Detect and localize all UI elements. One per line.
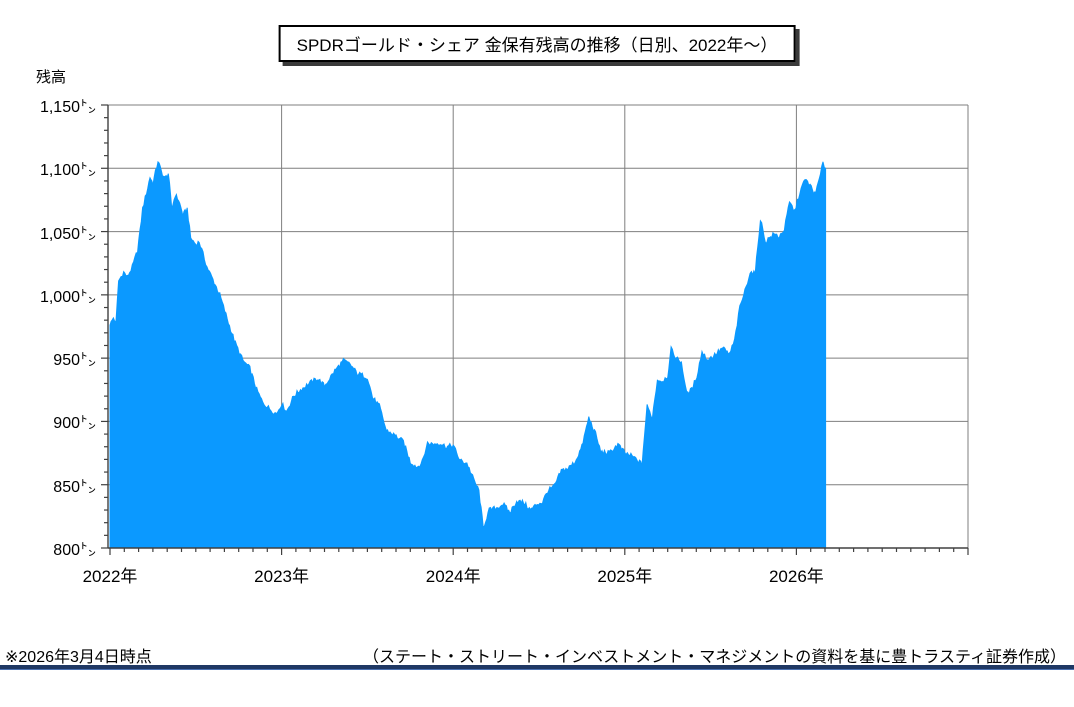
y-axis-tick-label: 900㌧ <box>53 415 96 433</box>
x-axis-tick-label: 2024年 <box>425 567 481 586</box>
footnote-date: ※2026年3月4日時点 <box>5 649 152 666</box>
y-axis-tick-label: 850㌧ <box>53 478 96 496</box>
x-axis-tick-label: 2025年 <box>597 567 653 586</box>
y-axis-tick-label: 800㌧ <box>53 542 96 559</box>
chart-title-box: SPDRゴールド・シェア 金保有残高の推移（日別、2022年～） <box>278 25 796 62</box>
y-axis-title: 残高 <box>36 69 67 86</box>
footnote-source: （ステート・ストリート・インベストメント・マネジメントの資料を基に豊トラスティ証… <box>362 649 1066 666</box>
chart-title: SPDRゴールド・シェア 金保有残高の推移（日別、2022年～） <box>296 36 778 55</box>
x-axis-tick-label: 2022年 <box>82 567 138 586</box>
y-axis-tick-label: 950㌧ <box>53 352 96 370</box>
x-axis-tick-label: 2026年 <box>768 567 824 586</box>
footer-rule <box>0 665 1074 670</box>
y-axis-tick-label: 1,050㌧ <box>39 225 96 243</box>
x-axis-tick-label: 2023年 <box>254 567 310 586</box>
y-axis-tick-label: 1,000㌧ <box>39 288 96 306</box>
y-axis-tick-label: 1,150㌧ <box>39 99 96 116</box>
y-axis-tick-label: 1,100㌧ <box>39 162 96 180</box>
